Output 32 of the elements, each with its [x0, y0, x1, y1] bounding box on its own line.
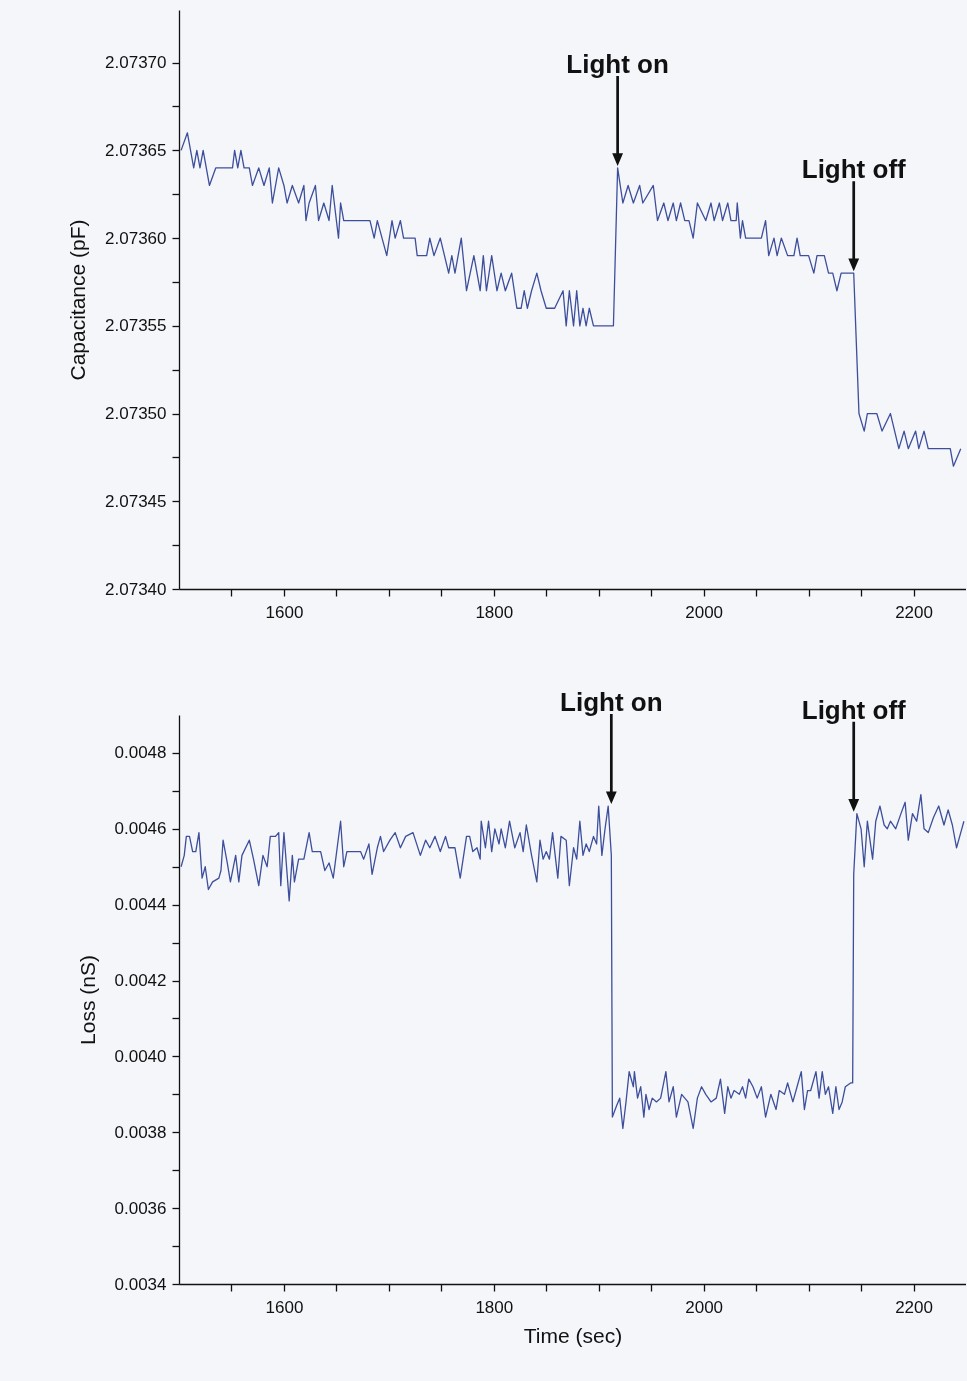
y-tick-label: 0.0034 — [114, 1274, 167, 1294]
y-tick-label: 2.07345 — [105, 491, 167, 511]
annotation: Light on — [560, 687, 663, 718]
x-tick-label: 1600 — [265, 602, 304, 622]
line-series — [180, 794, 965, 1130]
annotation: Light off — [801, 694, 907, 725]
x-tick-label: 2200 — [895, 602, 933, 622]
y-tick-label: 0.0048 — [114, 743, 167, 763]
x-tick-label: 1800 — [475, 1297, 514, 1317]
y-tick-label: 2.07365 — [105, 140, 167, 160]
annotation: Light on — [566, 48, 669, 79]
y-tick-label: 2.07340 — [105, 579, 167, 599]
y-tick-label: 2.07355 — [105, 316, 167, 336]
y-tick-label: 0.0036 — [114, 1198, 167, 1218]
x-axis-title: Time (sec) — [523, 1323, 623, 1347]
y-axis-title: Loss (nS) — [75, 955, 99, 1045]
y-tick-label: 0.0046 — [114, 819, 167, 839]
x-tick-label: 2000 — [685, 1297, 724, 1317]
y-tick-label: 2.07350 — [105, 404, 167, 424]
y-tick-label: 0.0040 — [114, 1046, 167, 1066]
x-tick-label: 2000 — [685, 602, 724, 622]
y-tick-label: 2.07370 — [105, 53, 167, 73]
y-axis-title: Capacitance (pF) — [66, 219, 90, 381]
y-tick-label: 0.0044 — [114, 895, 167, 915]
x-tick-label: 1600 — [265, 1297, 304, 1317]
annotation: Light off — [801, 154, 907, 185]
y-tick-label: 0.0038 — [114, 1122, 167, 1142]
x-tick-label: 2200 — [895, 1297, 933, 1317]
y-tick-label: 2.07360 — [105, 228, 167, 248]
x-tick-label: 1800 — [475, 602, 514, 622]
y-tick-label: 0.0042 — [114, 971, 167, 991]
line-series — [180, 132, 962, 467]
